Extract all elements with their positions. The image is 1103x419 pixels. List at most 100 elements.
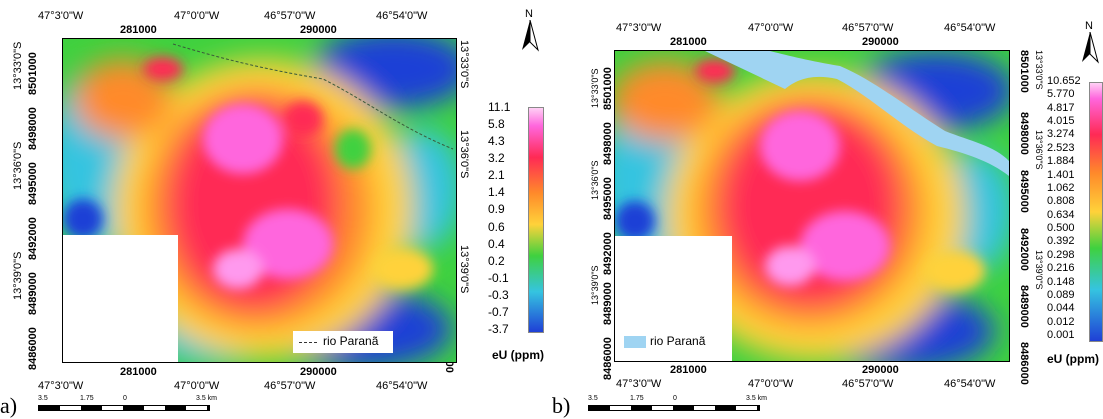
- lat-label-right: 13°39'0"S: [458, 245, 470, 294]
- lon-label-top: 46°57'0"W: [842, 22, 894, 34]
- north-label: N: [525, 8, 533, 20]
- panel-letter: b): [552, 393, 571, 418]
- legend-labels: 11.1 5.8 4.3 3.2 2.1 1.4 0.9 0.6 0.4 0.2 -0.1 -0.3 -…: [488, 100, 523, 343]
- legend-value: 0.808: [1047, 195, 1075, 208]
- lon-label-bottom: 47°3'0"W: [616, 378, 662, 390]
- utm-x-label-bottom: 281000: [120, 366, 157, 378]
- legend-value: 0.216: [1047, 262, 1075, 275]
- scale-bar-b: 3.5 1.75 0 3.5 km: [588, 395, 768, 415]
- river-legend-b: rio Paranã: [620, 331, 724, 353]
- lon-label-top: 47°0'0"W: [748, 22, 794, 34]
- legend-value: -0.7: [488, 304, 509, 319]
- lat-label-right: 13°33'0"S: [1034, 50, 1044, 90]
- legend-unit: eU (ppm): [1047, 352, 1099, 366]
- legend-value: 4.817: [1047, 101, 1075, 114]
- lat-label-left: 13°33'0"S: [590, 68, 600, 108]
- north-arrow-icon: [1082, 32, 1099, 64]
- legend-value: -0.1: [488, 270, 509, 285]
- panel-letter: a): [0, 393, 18, 418]
- legend-value: 11.1: [488, 100, 511, 114]
- lon-label-bottom: 46°57'0"W: [842, 378, 894, 390]
- lon-label-bottom: 46°57'0"W: [264, 380, 316, 392]
- legend-value: 0.148: [1047, 275, 1075, 288]
- utm-y-label-left: 8498000: [27, 107, 39, 150]
- utm-y-label-right: 8489000: [1018, 285, 1030, 328]
- color-legend-b: 10.652 5.770 4.817 4.015 3.274 2.523 1.884 1.40…: [1047, 75, 1103, 348]
- utm-x-label-top: 281000: [120, 24, 157, 36]
- panel-a: 47°3'0"W 47°0'0"W 46°57'0"W 46°54'0"W 28…: [0, 0, 548, 419]
- legend-value: 5.770: [1047, 88, 1075, 101]
- lat-label-left: 13°36'0"S: [12, 141, 24, 190]
- utm-y-label-left: 8492000: [602, 232, 614, 275]
- legend-value: 0.012: [1047, 315, 1075, 328]
- scale-label: 3.5: [38, 395, 48, 402]
- lat-label-left: 13°33'0"S: [12, 41, 24, 90]
- legend-value: 2.523: [1047, 141, 1075, 154]
- lon-label-top: 46°54'0"W: [376, 10, 428, 22]
- color-ramp: [1089, 82, 1103, 342]
- uranium-map-b: rio Paranã: [614, 50, 1010, 362]
- river-polygon: [705, 51, 1009, 176]
- legend-value: 0.044: [1047, 302, 1075, 315]
- utm-y-label-left: 8501000: [27, 52, 39, 95]
- legend-value: 1.4: [488, 185, 505, 200]
- legend-value: -3.7: [488, 322, 509, 336]
- legend-value: 0.2: [488, 253, 505, 268]
- scale-label: 3.5: [588, 395, 598, 402]
- river-legend-a: rio Paranã: [293, 331, 393, 353]
- legend-value: 1.884: [1047, 155, 1075, 168]
- legend-value: 1.062: [1047, 181, 1075, 194]
- lon-label-bottom: 46°54'0"W: [944, 378, 996, 390]
- utm-y-label-left: 8492000: [27, 217, 39, 260]
- lat-label-left: 13°39'0"S: [12, 251, 24, 300]
- utm-y-label-left: 8486000: [602, 337, 614, 380]
- legend-value: 10.652: [1047, 75, 1081, 87]
- utm-x-label-top: 290000: [300, 24, 337, 36]
- scale-bar-graphic: [588, 405, 760, 411]
- legend-value: 0.392: [1047, 235, 1075, 248]
- lat-label-right: 13°36'0"S: [458, 130, 470, 179]
- scale-label: 0: [123, 395, 127, 402]
- river-legend-label: rio Paranã: [323, 334, 379, 348]
- utm-y-label-right: 8492000: [1018, 228, 1030, 271]
- utm-x-label-bottom: 290000: [300, 366, 337, 378]
- lat-label-left: 13°39'0"S: [590, 265, 600, 305]
- lon-label-top: 46°57'0"W: [264, 10, 316, 22]
- legend-value: 2.1: [488, 168, 505, 183]
- lon-label-top: 47°3'0"W: [616, 22, 662, 34]
- utm-y-label-left: 8486000: [27, 327, 39, 370]
- legend-value: 0.001: [1047, 329, 1075, 341]
- color-ramp: [528, 107, 544, 333]
- uranium-raster-b: [615, 51, 1009, 361]
- legend-unit: eU (ppm): [492, 348, 544, 362]
- panel-b: 47°3'0"W 47°0'0"W 46°57'0"W 46°54'0"W 28…: [552, 0, 1103, 419]
- lat-label-left: 13°36'0"S: [590, 160, 600, 200]
- legend-labels: 10.652 5.770 4.817 4.015 3.274 2.523 1.884 1.40…: [1047, 75, 1087, 348]
- river-legend-label: rio Paranã: [650, 334, 706, 348]
- uranium-raster-a: [63, 39, 456, 362]
- utm-y-label-left: 8489000: [27, 272, 39, 315]
- scale-label: 0: [673, 395, 677, 402]
- utm-y-label-right: 8495000: [1018, 170, 1030, 213]
- legend-value: 0.4: [488, 236, 505, 251]
- scale-bar-a: 3.5 1.75 0 3.5 km: [38, 395, 218, 415]
- utm-y-label-right: 8498000: [1018, 112, 1030, 155]
- lat-label-right: 13°39'0"S: [1034, 250, 1044, 290]
- scale-label: 1.75: [80, 395, 94, 402]
- lon-label-top: 46°54'0"W: [944, 22, 996, 34]
- legend-value: 4.015: [1047, 115, 1075, 128]
- legend-value: 0.500: [1047, 222, 1075, 235]
- north-label: N: [1085, 20, 1093, 32]
- lon-label-bottom: 47°3'0"W: [38, 380, 84, 392]
- utm-y-label-left: 8495000: [27, 162, 39, 205]
- utm-x-label-top: 281000: [670, 36, 707, 48]
- utm-y-label-left: 8501000: [602, 67, 614, 110]
- uranium-map-a: rio Paranã: [62, 38, 457, 363]
- legend-value: -0.3: [488, 287, 509, 302]
- lon-label-bottom: 47°0'0"W: [748, 378, 794, 390]
- scale-label: 3.5 km: [746, 395, 768, 402]
- legend-value: 3.2: [488, 151, 505, 166]
- river-symbol: [624, 336, 646, 348]
- lon-label-top: 47°0'0"W: [174, 10, 220, 22]
- legend-value: 5.8: [488, 117, 505, 132]
